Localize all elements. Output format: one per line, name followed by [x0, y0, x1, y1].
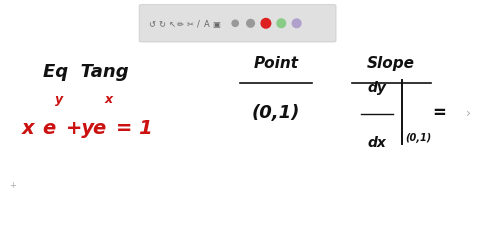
Text: ›: ›	[466, 106, 470, 119]
Text: = 1: = 1	[116, 119, 153, 138]
Text: ▣: ▣	[212, 20, 220, 29]
Ellipse shape	[292, 20, 301, 29]
Text: /: /	[197, 20, 200, 29]
Ellipse shape	[232, 21, 238, 27]
Text: ↺: ↺	[148, 20, 155, 29]
Text: +y: +y	[66, 119, 96, 138]
FancyBboxPatch shape	[139, 6, 336, 43]
Text: Slope: Slope	[367, 56, 415, 70]
Text: A: A	[204, 20, 209, 29]
Text: e: e	[93, 119, 106, 138]
Text: ↻: ↻	[158, 20, 165, 29]
Text: ✏: ✏	[177, 20, 184, 29]
Ellipse shape	[261, 19, 271, 29]
Text: ✂: ✂	[187, 20, 193, 29]
Ellipse shape	[277, 20, 286, 29]
Text: dy: dy	[367, 81, 386, 94]
Text: =: =	[432, 104, 446, 122]
Ellipse shape	[247, 20, 254, 28]
Text: +: +	[10, 180, 16, 189]
Text: Point: Point	[253, 56, 299, 70]
Text: x: x	[22, 119, 34, 138]
Text: y: y	[55, 92, 63, 106]
Text: (0,1): (0,1)	[406, 132, 432, 142]
Text: e: e	[42, 119, 56, 138]
Text: (0,1): (0,1)	[252, 104, 300, 122]
Text: x: x	[105, 92, 113, 106]
Text: dx: dx	[367, 135, 386, 149]
Text: Eq  Tang: Eq Tang	[43, 63, 129, 81]
Text: ↖: ↖	[168, 20, 175, 29]
